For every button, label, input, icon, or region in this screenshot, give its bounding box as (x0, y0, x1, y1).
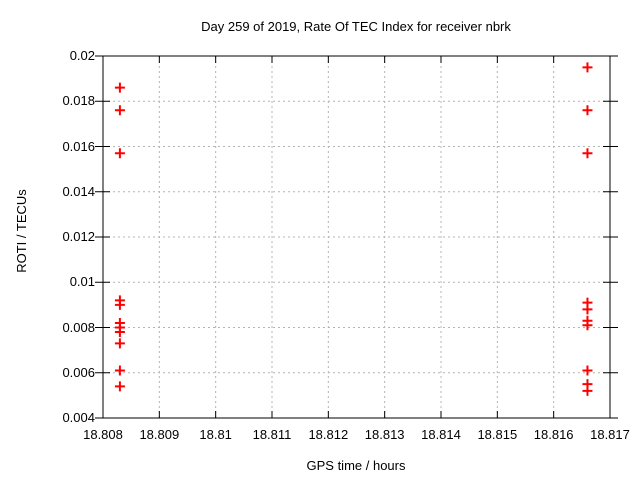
data-point-plus-marker (114, 338, 125, 349)
y-tick-label: 0.004 (62, 410, 95, 425)
data-point-plus-marker (582, 148, 593, 159)
x-tick-label: 18.811 (252, 427, 292, 442)
x-tick-label: 18.815 (477, 427, 518, 442)
y-tick-label: 0.006 (62, 364, 95, 380)
data-point-plus-marker (114, 299, 125, 310)
y-tick-label: 0.012 (62, 229, 95, 244)
data-point-plus-marker (114, 82, 125, 93)
data-point-plus-marker (582, 385, 593, 396)
y-tick-label: 0.016 (62, 138, 95, 154)
data-point-plus-marker (114, 365, 125, 376)
data-point-plus-marker (114, 327, 125, 338)
x-tick-label: 18.809 (139, 427, 180, 442)
data-point-plus-marker (582, 320, 593, 331)
y-axis-label: ROTI / TECUs (14, 189, 29, 273)
data-point-plus-marker (114, 148, 125, 159)
x-tick-label: 18.816 (533, 427, 574, 442)
y-tick-label: 0.02 (69, 48, 95, 63)
data-point-plus-marker (582, 365, 593, 376)
data-point-plus-marker (582, 105, 593, 116)
x-tick-label: 18.808 (83, 427, 123, 442)
y-tick-label: 0.014 (62, 183, 95, 199)
x-tick-label: 18.814 (421, 427, 461, 442)
x-tick-label: 18.817 (590, 427, 630, 442)
data-point-plus-marker (582, 304, 593, 315)
x-tick-label: 18.812 (308, 427, 349, 442)
y-tick-label: 0.018 (62, 93, 95, 109)
y-tick-label: 0.01 (69, 274, 95, 290)
data-point-plus-marker (114, 105, 125, 116)
chart-title: Day 259 of 2019, Rate Of TEC Index for r… (201, 19, 511, 34)
x-tick-label: 18.813 (364, 427, 405, 442)
data-point-plus-marker (582, 62, 593, 73)
y-tick-label: 0.008 (62, 319, 95, 335)
x-axis-label: GPS time / hours (306, 458, 406, 473)
x-tick-label: 18.81 (199, 427, 232, 442)
data-point-plus-marker (114, 381, 125, 392)
